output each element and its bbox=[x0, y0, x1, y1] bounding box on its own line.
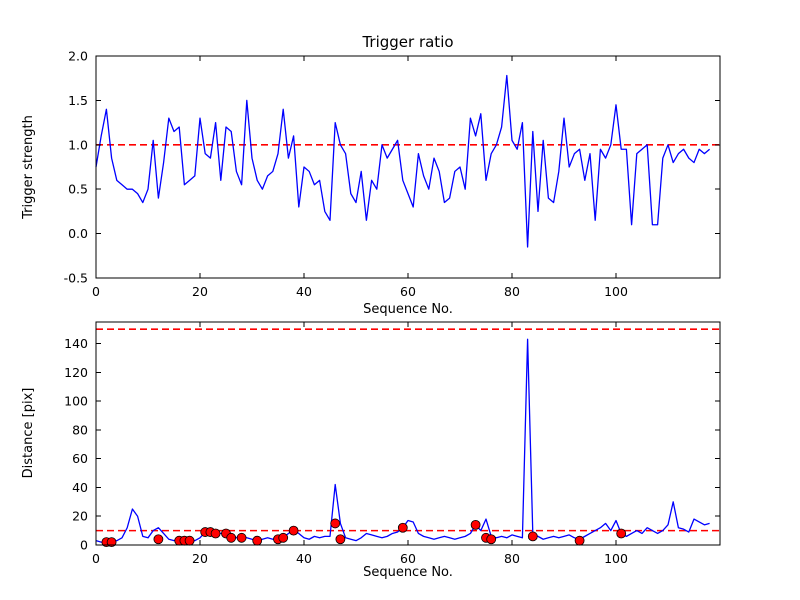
x-tick-label: 60 bbox=[400, 551, 416, 566]
detection-marker bbox=[470, 519, 481, 530]
detection-marker bbox=[236, 532, 247, 543]
y-tick-label: 0 bbox=[80, 538, 88, 553]
distance-plot: 0 20 40 60 80 100 0 20 40 60 80 100 120 140 bbox=[64, 321, 721, 566]
y-tick-label: 100 bbox=[64, 394, 88, 409]
detection-marker bbox=[397, 522, 408, 533]
plot-area bbox=[96, 322, 720, 545]
x-tick-label: 60 bbox=[400, 284, 416, 299]
top-y-axis-label: Trigger strength bbox=[21, 115, 36, 220]
chart-title: Trigger ratio bbox=[361, 33, 453, 51]
y-tick-label: 0.5 bbox=[68, 182, 88, 197]
x-tick-label: 100 bbox=[604, 551, 628, 566]
x-tick-label: 80 bbox=[504, 284, 520, 299]
detection-marker bbox=[106, 537, 117, 548]
y-tick-label: 0.0 bbox=[68, 226, 88, 241]
y-tick-label: 80 bbox=[72, 422, 88, 437]
x-tick-label: 40 bbox=[296, 284, 312, 299]
detection-marker bbox=[335, 534, 346, 545]
detection-marker bbox=[226, 532, 237, 543]
y-tick-label: 120 bbox=[64, 365, 88, 380]
x-tick-label: 100 bbox=[604, 284, 628, 299]
detection-marker bbox=[330, 518, 341, 529]
x-tick-label: 20 bbox=[192, 551, 208, 566]
detection-marker bbox=[288, 525, 299, 536]
x-tick-label: 40 bbox=[296, 551, 312, 566]
y-tick-label: 1.0 bbox=[68, 137, 88, 152]
detection-marker bbox=[486, 534, 497, 545]
trigger-strength-line bbox=[95, 74, 711, 248]
bottom-x-axis-label: Sequence No. bbox=[363, 565, 453, 580]
y-tick-label: 1.5 bbox=[68, 93, 88, 108]
detection-marker bbox=[210, 528, 221, 539]
detection-marker bbox=[574, 535, 585, 546]
x-tick-label: 20 bbox=[192, 284, 208, 299]
detection-marker bbox=[252, 535, 263, 546]
y-tick-label: 40 bbox=[72, 480, 88, 495]
plot-area bbox=[96, 56, 720, 278]
y-tick-label: 60 bbox=[72, 451, 88, 466]
detection-marker bbox=[527, 531, 538, 542]
detection-marker bbox=[278, 532, 289, 543]
y-tick-label: -0.5 bbox=[64, 271, 88, 286]
top-x-axis-label: Sequence No. bbox=[363, 302, 453, 317]
y-tick-label: 20 bbox=[72, 509, 88, 524]
y-tick-label: 2.0 bbox=[68, 49, 88, 64]
y-tick-label: 140 bbox=[64, 336, 88, 351]
detection-marker bbox=[616, 528, 627, 539]
trigger-ratio-plot: 0 20 40 60 80 100 -0.5 0.0 0.5 1.0 1.5 2.0 bbox=[64, 49, 721, 299]
x-tick-label: 0 bbox=[92, 551, 100, 566]
x-tick-label: 80 bbox=[504, 551, 520, 566]
detection-marker bbox=[153, 534, 164, 545]
detection-marker bbox=[184, 535, 195, 546]
bottom-y-axis-label: Distance [pix] bbox=[21, 388, 36, 479]
x-tick-label: 0 bbox=[92, 284, 100, 299]
